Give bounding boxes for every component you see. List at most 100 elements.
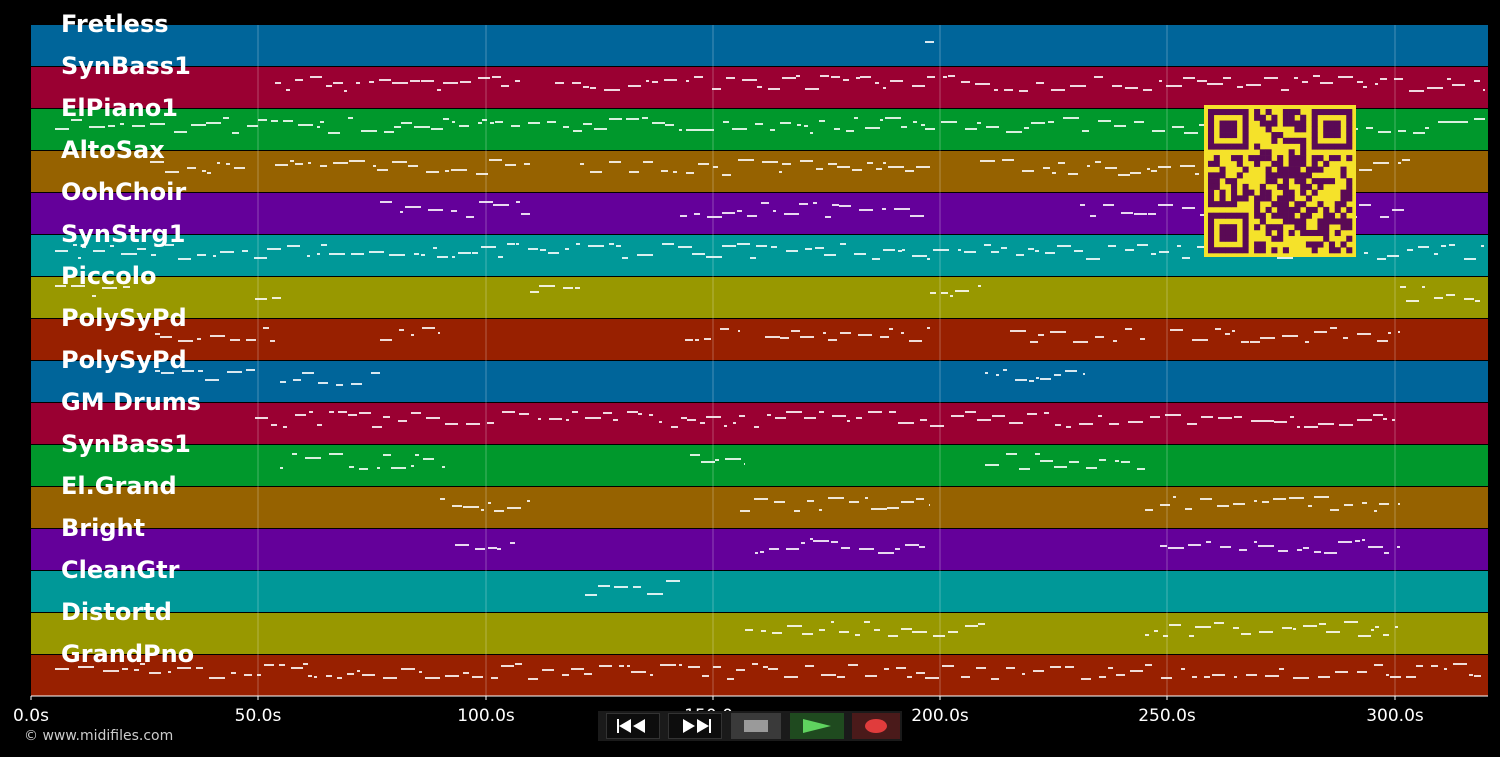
note-event (664, 79, 677, 81)
note-event (894, 208, 910, 210)
note-event (1160, 504, 1170, 506)
note-event (333, 162, 348, 164)
qr-module (1231, 229, 1238, 237)
note-event (686, 172, 694, 174)
note-event (1427, 87, 1443, 89)
track-lane (31, 361, 1488, 402)
track-lane (31, 319, 1488, 360)
note-event (1262, 501, 1269, 503)
note-event (1474, 80, 1480, 82)
note-event (1187, 423, 1197, 425)
note-event (976, 667, 986, 669)
note-event (887, 507, 899, 509)
note-event (1343, 337, 1348, 339)
qr-module (1282, 247, 1289, 254)
note-event (82, 246, 86, 248)
qr-module (1271, 137, 1278, 144)
qr-module (1334, 109, 1341, 116)
qr-module (1288, 109, 1295, 116)
note-event (1009, 422, 1023, 424)
note-event (1281, 89, 1289, 91)
play-button[interactable] (790, 713, 844, 739)
note-event (515, 663, 522, 665)
note-event (220, 251, 234, 253)
note-event (1022, 170, 1034, 172)
note-event (770, 336, 780, 338)
note-event (317, 253, 320, 255)
note-event (1320, 82, 1333, 84)
note-event (1115, 460, 1119, 462)
rewind-button[interactable] (606, 713, 660, 739)
note-event (1130, 670, 1143, 672)
record-button[interactable] (852, 713, 900, 739)
note-event (1069, 461, 1079, 463)
note-event (975, 83, 990, 85)
qr-module (1300, 160, 1307, 167)
note-event (275, 164, 288, 166)
stop-button[interactable] (731, 713, 781, 739)
note-event (713, 166, 718, 168)
note-event (1151, 170, 1157, 172)
note-event (1083, 373, 1085, 375)
note-event (896, 667, 906, 669)
note-event (650, 674, 653, 676)
note-event (810, 538, 813, 540)
qr-module (1236, 212, 1243, 219)
qr-module (1213, 172, 1220, 179)
note-event (864, 621, 870, 623)
note-event (662, 243, 674, 245)
qr-module (1346, 247, 1353, 254)
note-event (880, 119, 883, 121)
note-event (1398, 162, 1401, 164)
note-event (102, 287, 117, 289)
note-event (463, 672, 469, 674)
qr-module (1294, 218, 1301, 225)
track-label: Fretless (61, 10, 169, 38)
qr-module (1208, 247, 1215, 254)
note-event (912, 255, 927, 257)
note-event (813, 202, 817, 204)
note-event (609, 161, 621, 163)
note-event (855, 634, 860, 636)
time-tick-label: 300.0s (1366, 706, 1424, 726)
note-event (919, 546, 925, 548)
note-event (631, 671, 646, 673)
qr-module (1236, 143, 1243, 150)
note-event (661, 170, 668, 172)
note-event (362, 674, 375, 676)
note-event (770, 129, 775, 131)
note-event (1057, 245, 1071, 247)
qr-module (1294, 206, 1301, 213)
qr-module (1242, 109, 1249, 116)
note-event (563, 126, 569, 128)
qr-module (1225, 126, 1232, 133)
note-event (458, 252, 471, 254)
note-event (165, 171, 179, 173)
note-event (1407, 249, 1413, 251)
qr-module (1271, 160, 1278, 167)
note-event (583, 123, 592, 125)
note-event (1475, 300, 1480, 302)
note-event (883, 162, 886, 164)
qr-module (1213, 183, 1220, 190)
qr-module (1242, 218, 1249, 225)
note-event (905, 170, 914, 172)
note-event (929, 504, 930, 506)
qr-module (1346, 224, 1353, 231)
qr-module (1259, 189, 1266, 196)
qr-module (1323, 229, 1330, 237)
qr-module (1334, 155, 1341, 162)
qr-module (1288, 120, 1295, 127)
note-event (905, 544, 919, 546)
fast-forward-button[interactable] (668, 713, 722, 739)
note-event (754, 426, 759, 428)
note-event (491, 677, 498, 679)
note-event (524, 163, 530, 165)
note-event (831, 621, 834, 623)
note-event (565, 248, 569, 250)
note-event (348, 414, 357, 416)
note-event (178, 258, 191, 260)
note-event (685, 339, 693, 341)
note-event (328, 132, 340, 134)
note-event (1004, 89, 1013, 91)
